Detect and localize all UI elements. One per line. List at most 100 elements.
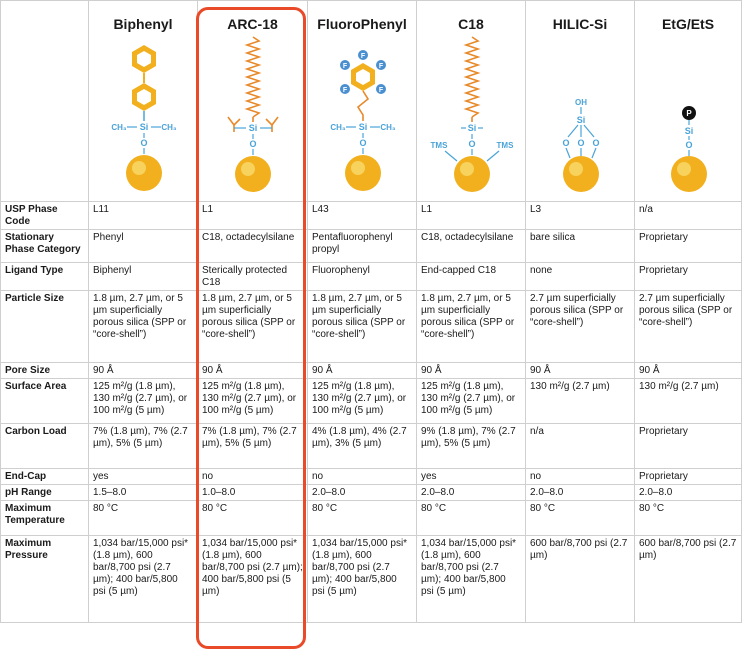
- cell-arc18: 1.0–8.0: [197, 484, 308, 501]
- cell-hilic: n/a: [525, 423, 635, 469]
- row-carbon-load: Carbon Load 7% (1.8 µm), 7% (2.7 µm), 5% …: [0, 423, 742, 469]
- o-label: O: [685, 140, 692, 150]
- row-particle-size: Particle Size 1.8 µm, 2.7 µm, or 5 µm sup…: [0, 290, 742, 363]
- column-header-c18: C18 Si O TMS TMS: [416, 0, 526, 202]
- cell-c18: 125 m²/g (1.8 µm), 130 m²/g (2.7 µm), or…: [416, 378, 526, 424]
- row-label: Particle Size: [0, 290, 89, 363]
- cell-arc18: 80 °C: [197, 500, 308, 536]
- header-row: Biphenyl Si CH₃ CH₃ O: [0, 0, 742, 202]
- cell-hilic: 2.0–8.0: [525, 484, 635, 501]
- row-label: Stationary Phase Category: [0, 229, 89, 263]
- hilic-structure-icon: OH Si O O O: [562, 98, 600, 192]
- cell-etg: Proprietary: [634, 262, 742, 291]
- si-label: Si: [468, 123, 477, 133]
- oh-label: OH: [575, 98, 587, 107]
- cell-etg: 130 m²/g (2.7 µm): [634, 378, 742, 424]
- o-label: O: [468, 139, 475, 149]
- cell-c18: 90 Å: [416, 362, 526, 379]
- cell-c18: 1.8 µm, 2.7 µm, or 5 µm superficially po…: [416, 290, 526, 363]
- row-surface-area: Surface Area 125 m²/g (1.8 µm), 130 m²/g …: [0, 378, 742, 424]
- cell-biphenyl: Phenyl: [88, 229, 198, 263]
- si-label: Si: [685, 126, 694, 136]
- cell-biphenyl: 1.8 µm, 2.7 µm, or 5 µm superficially po…: [88, 290, 198, 363]
- etg-structure-icon: P Si O: [671, 106, 707, 192]
- cell-etg: 80 °C: [634, 500, 742, 536]
- cell-arc18: 1.8 µm, 2.7 µm, or 5 µm superficially po…: [197, 290, 308, 363]
- row-pore-size: Pore Size 90 Å 90 Å 90 Å 90 Å 90 Å 90 Å: [0, 362, 742, 379]
- row-label: pH Range: [0, 484, 89, 501]
- column-title: Biphenyl: [113, 16, 173, 32]
- cell-biphenyl: 125 m²/g (1.8 µm), 130 m²/g (2.7 µm), or…: [88, 378, 198, 424]
- cell-arc18: 125 m²/g (1.8 µm), 130 m²/g (2.7 µm), or…: [197, 378, 308, 424]
- column-title: FluoroPhenyl: [317, 16, 407, 32]
- cell-arc18: L1: [197, 201, 308, 230]
- cell-fluorophenyl: Fluorophenyl: [307, 262, 417, 291]
- si-label: Si: [577, 115, 586, 125]
- si-label: Si: [359, 122, 368, 132]
- cell-etg: Proprietary: [634, 229, 742, 263]
- cell-fluorophenyl: 125 m²/g (1.8 µm), 130 m²/g (2.7 µm), or…: [307, 378, 417, 424]
- row-label: Maximum Pressure: [0, 535, 89, 623]
- row-label: End-Cap: [0, 468, 89, 485]
- cell-hilic: 80 °C: [525, 500, 635, 536]
- cell-etg: Proprietary: [634, 423, 742, 469]
- o-label: O: [249, 139, 256, 149]
- f-label: F: [343, 87, 348, 94]
- cell-arc18: 1,034 bar/15,000 psi* (1.8 µm), 600 bar/…: [197, 535, 308, 623]
- column-header-biphenyl: Biphenyl Si CH₃ CH₃ O: [88, 0, 198, 202]
- ch3-label: CH₃: [161, 123, 177, 132]
- cell-etg: 2.0–8.0: [634, 484, 742, 501]
- arc18-structure-icon: Si O: [227, 36, 279, 192]
- cell-fluorophenyl: 1.8 µm, 2.7 µm, or 5 µm superficially po…: [307, 290, 417, 363]
- comparison-table: Biphenyl Si CH₃ CH₃ O: [0, 0, 742, 623]
- cell-arc18: Sterically protected C18: [197, 262, 308, 291]
- cell-biphenyl: 1,034 bar/15,000 psi* (1.8 µm), 600 bar/…: [88, 535, 198, 623]
- o-label: O: [140, 138, 147, 148]
- p-label: P: [686, 109, 692, 118]
- row-label: Pore Size: [0, 362, 89, 379]
- o-label: O: [359, 138, 366, 148]
- column-header-etg: EtG/EtS P Si O: [634, 0, 742, 202]
- column-header-fluorophenyl: FluoroPhenyl F F F F F Si CH₃: [307, 0, 417, 202]
- row-maximum-temperature: Maximum Temperature 80 °C 80 °C 80 °C 80 °C 8…: [0, 500, 742, 536]
- o-label: O: [592, 138, 599, 148]
- f-label: F: [361, 53, 366, 60]
- cell-c18: 9% (1.8 µm), 7% (2.7 µm), 5% (5 µm): [416, 423, 526, 469]
- cell-fluorophenyl: 2.0–8.0: [307, 484, 417, 501]
- cell-c18: 80 °C: [416, 500, 526, 536]
- cell-biphenyl: L11: [88, 201, 198, 230]
- cell-arc18: no: [197, 468, 308, 485]
- cell-arc18: C18, octadecylsilane: [197, 229, 308, 263]
- column-title: C18: [458, 16, 484, 32]
- f-label: F: [379, 63, 384, 70]
- cell-hilic: none: [525, 262, 635, 291]
- tms-label: TMS: [497, 141, 515, 150]
- cell-biphenyl: 90 Å: [88, 362, 198, 379]
- cell-fluorophenyl: 4% (1.8 µm), 4% (2.7 µm), 3% (5 µm): [307, 423, 417, 469]
- cell-hilic: 130 m²/g (2.7 µm): [525, 378, 635, 424]
- cell-hilic: 90 Å: [525, 362, 635, 379]
- row-ph-range: pH Range 1.5–8.0 1.0–8.0 2.0–8.0 2.0–8.0 2.0–…: [0, 484, 742, 501]
- ch3-label: CH₃: [330, 123, 346, 132]
- row-end-cap: End-Cap yes no no yes no Proprietary: [0, 468, 742, 485]
- row-maximum-pressure: Maximum Pressure 1,034 bar/15,000 psi* (1…: [0, 535, 742, 623]
- cell-biphenyl: 80 °C: [88, 500, 198, 536]
- c18-structure-icon: Si O TMS TMS: [431, 36, 515, 192]
- cell-etg: 90 Å: [634, 362, 742, 379]
- row-label: Carbon Load: [0, 423, 89, 469]
- row-label: Surface Area: [0, 378, 89, 424]
- cell-c18: L1: [416, 201, 526, 230]
- column-title: ARC-18: [227, 16, 278, 32]
- cell-biphenyl: 7% (1.8 µm), 7% (2.7 µm), 5% (5 µm): [88, 423, 198, 469]
- f-label: F: [343, 63, 348, 70]
- cell-hilic: 2.7 µm superficially porous silica (SPP …: [525, 290, 635, 363]
- cell-biphenyl: Biphenyl: [88, 262, 198, 291]
- biphenyl-structure-icon: Si CH₃ CH₃ O: [111, 45, 177, 191]
- cell-hilic: bare silica: [525, 229, 635, 263]
- cell-c18: End-capped C18: [416, 262, 526, 291]
- row-label: Ligand Type: [0, 262, 89, 291]
- cell-hilic: no: [525, 468, 635, 485]
- column-title: EtG/EtS: [661, 16, 715, 32]
- cell-etg: 600 bar/8,700 psi (2.7 µm): [634, 535, 742, 623]
- row-stationary-phase-category: Stationary Phase Category Phenyl C18, octa…: [0, 229, 742, 263]
